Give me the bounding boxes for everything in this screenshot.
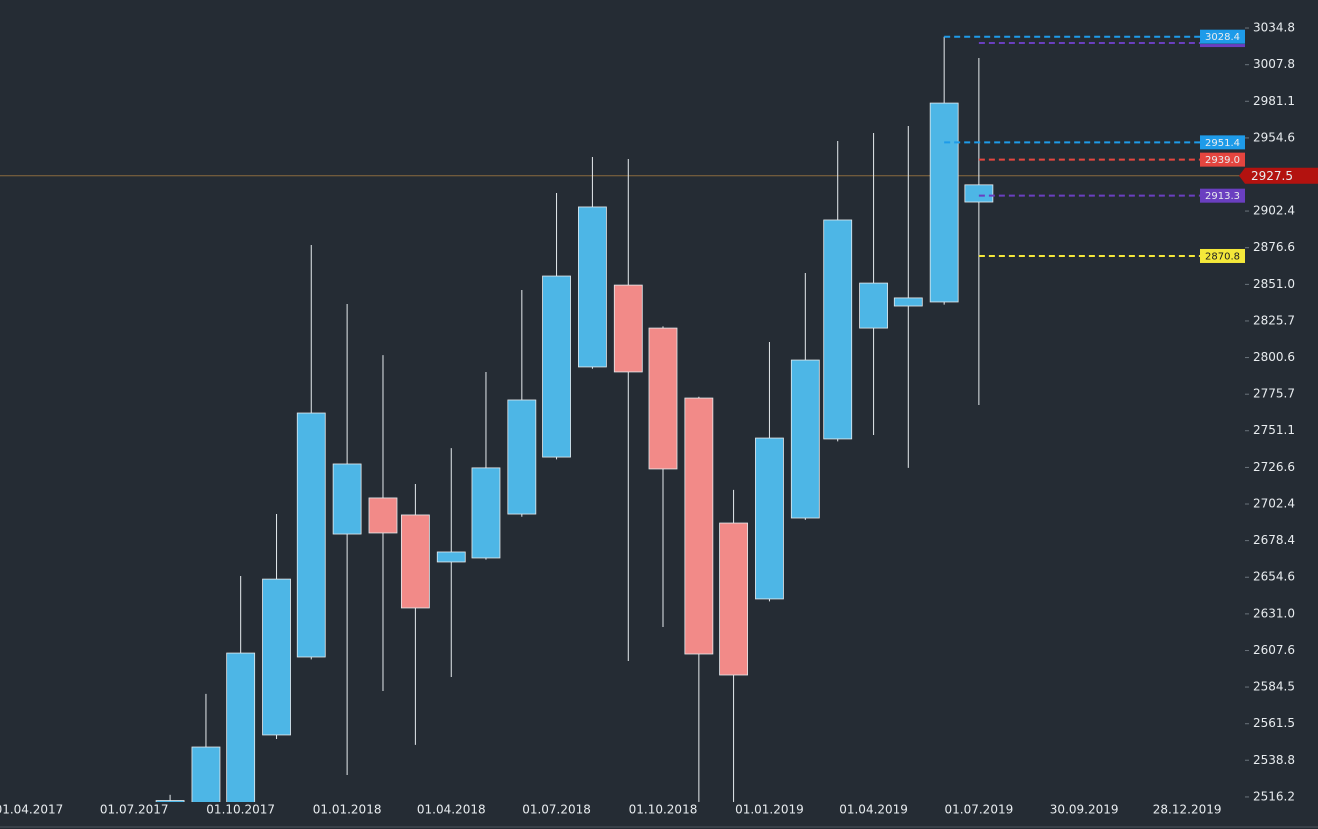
x-tick-label: 01.07.2018: [522, 803, 591, 817]
y-tick-label: 2775.7: [1253, 387, 1295, 401]
level-tag: [1200, 248, 1245, 263]
level-tag-label: 2939.0: [1205, 155, 1240, 166]
candle-body: [436, 551, 466, 563]
candle-body: [613, 284, 643, 373]
y-tick-label: 3034.8: [1253, 21, 1295, 35]
candle-body: [262, 578, 291, 736]
last-price-tag: [1239, 167, 1318, 184]
candle-body: [542, 275, 571, 458]
y-tick-label: 2584.5: [1253, 680, 1295, 694]
candle-body: [400, 514, 430, 609]
plot-area: [0, 36, 1245, 802]
candle-body: [893, 297, 923, 307]
last-price-label: 2927.5: [1251, 169, 1293, 183]
candle-body: [296, 412, 326, 658]
y-tick-label: 2902.4: [1253, 204, 1295, 218]
level-tag-underline: [1200, 44, 1245, 48]
y-tick-label: 3007.8: [1253, 57, 1295, 71]
level-tag-label: 2951.4: [1205, 138, 1240, 149]
y-tick-label: 2678.4: [1253, 533, 1295, 547]
candle-body: [719, 522, 748, 676]
y-tick-label: 2516.2: [1253, 789, 1295, 803]
x-tick-label: 30.09.2019: [1050, 803, 1119, 817]
level-tag-label: 2913.3: [1205, 191, 1240, 202]
y-tick-label: 2538.8: [1253, 753, 1295, 767]
y-tick-label: 2800.6: [1253, 350, 1295, 364]
y-tick-label: 2702.4: [1253, 497, 1295, 511]
candle-body: [332, 463, 362, 535]
candle-body: [471, 467, 501, 559]
x-tick-label: 28.12.2019: [1153, 803, 1222, 817]
y-tick-label: 2825.7: [1253, 313, 1295, 327]
candle-body: [684, 397, 714, 655]
candle-body: [929, 102, 959, 303]
y-tick-label: 2876.6: [1253, 240, 1295, 254]
x-tick-label: 01.04.2018: [417, 803, 486, 817]
x-tick-label: 01.01.2018: [313, 803, 382, 817]
candle-body: [155, 800, 185, 802]
level-tag: [1200, 135, 1245, 150]
y-tick-label: 2954.6: [1253, 130, 1295, 144]
candle-body: [368, 497, 398, 534]
level-tag: [1200, 188, 1245, 203]
level-tag: [1200, 152, 1245, 167]
x-tick-label: 01.07.2017: [100, 803, 169, 817]
x-tick-label: 01.10.2018: [629, 803, 698, 817]
candle-body: [964, 184, 994, 203]
level-tag: [1200, 29, 1245, 44]
y-tick-label: 2607.6: [1253, 643, 1295, 657]
x-tick-label: 01.04.2019: [839, 803, 908, 817]
candle-body: [790, 359, 820, 519]
candle-body: [755, 437, 784, 600]
candle-body: [507, 399, 537, 515]
y-tick-label: 2851.0: [1253, 277, 1295, 291]
y-tick-label: 2561.5: [1253, 716, 1295, 730]
candle-body: [191, 746, 221, 802]
candle-body: [823, 219, 853, 440]
candle-body: [226, 652, 256, 802]
y-tick-label: 2631.0: [1253, 606, 1295, 620]
y-tick-label: 2981.1: [1253, 94, 1295, 108]
level-tag-label: 3028.4: [1205, 32, 1240, 43]
y-tick-label: 2751.1: [1253, 423, 1295, 437]
candle-body: [859, 282, 888, 329]
y-tick-label: 2654.6: [1253, 570, 1295, 584]
x-tick-label: 01.01.2019: [735, 803, 804, 817]
candle-body: [578, 206, 607, 368]
x-tick-label: 01.10.2017: [206, 803, 275, 817]
x-tick-label: 01.04.2017: [0, 803, 63, 817]
level-tag-label: 2870.8: [1205, 251, 1240, 262]
y-tick-label: 2726.6: [1253, 460, 1295, 474]
candle-body: [648, 327, 678, 470]
x-tick-label: 01.07.2019: [945, 803, 1014, 817]
